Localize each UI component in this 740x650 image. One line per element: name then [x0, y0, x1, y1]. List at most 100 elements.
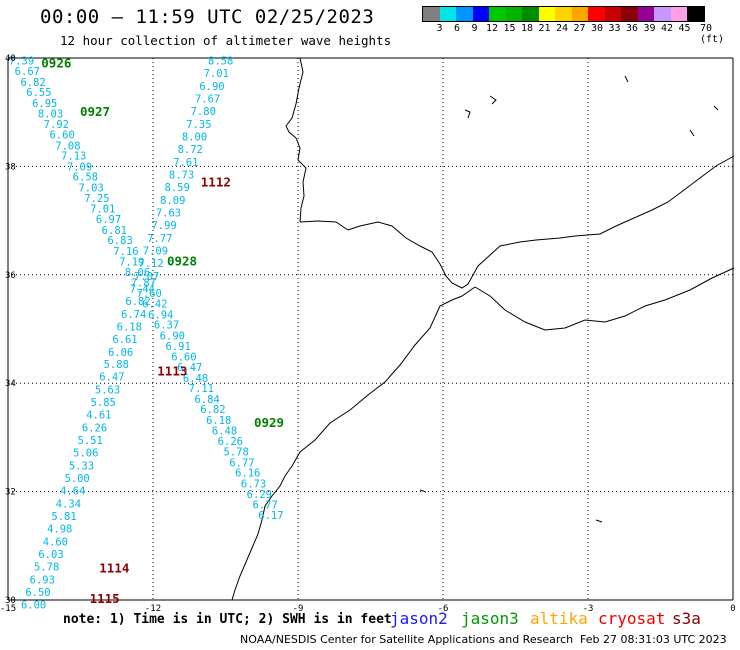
wave-height-value: 6.82 — [20, 77, 45, 89]
wave-height-value: 7.39 — [9, 56, 34, 68]
coastline-iberia-west — [285, 57, 307, 223]
satellite-cryosat: cryosat — [598, 609, 666, 628]
wave-height-value: 6.03 — [38, 549, 63, 561]
note-text: note: 1) Time is in UTC; 2) SWH is in fe… — [63, 612, 392, 627]
legend-swatch — [687, 7, 704, 21]
wave-height-value: 6.83 — [107, 235, 132, 247]
wave-height-value: 6.94 — [148, 309, 173, 321]
wave-height-value: 7.60 — [136, 288, 161, 300]
island-6 — [595, 519, 603, 523]
wave-height-value: 6.26 — [218, 436, 243, 448]
wave-height-value: 6.47 — [99, 372, 124, 384]
legend-label: 6 — [453, 23, 461, 34]
wave-height-value: 6.55 — [26, 87, 51, 99]
island-5 — [713, 105, 719, 111]
wave-height-value: 7.87 — [131, 277, 156, 289]
legend-swatch — [472, 7, 489, 21]
wave-height-value: 6.00 — [21, 599, 46, 611]
wave-height-value: 8.06 — [125, 267, 150, 279]
wave-height-value: 6.37 — [154, 320, 179, 332]
wave-height-value: 6.73 — [241, 478, 266, 490]
lat-tick-label: 38 — [5, 162, 16, 172]
wave-height-value: 8.09 — [160, 195, 185, 207]
wave-height-value: 7.35 — [186, 119, 211, 131]
legend-labels: 3 6 9 12 15 18 21 24 27 30 33 36 39 42 45 70 (ft) — [422, 22, 724, 45]
wave-height-value: 5.88 — [104, 359, 129, 371]
satellite-jason2: jason2 — [390, 609, 448, 628]
wave-height-value: 5.78 — [223, 446, 248, 458]
legend-swatch — [522, 7, 539, 21]
legend-label: 36 — [625, 23, 639, 34]
wave-height-value: 6.91 — [165, 341, 190, 353]
pass-time-label: 0929 — [254, 415, 284, 430]
lon-tick-label: -15 — [0, 604, 16, 614]
legend-swatch — [571, 7, 588, 21]
wave-height-value: 6.81 — [102, 225, 127, 237]
wave-height-value: 6.60 — [49, 129, 74, 141]
wave-height-value: 6.82 — [200, 404, 225, 416]
wave-height-value: 6.77 — [252, 500, 277, 512]
wave-height-value: 6.29 — [247, 489, 272, 501]
track-b-values: 8.587.016.907.677.807.358.008.727.618.73… — [21, 56, 233, 612]
wave-height-value: 7.61 — [173, 157, 198, 169]
track-a-values: 7.396.676.826.556.958.037.926.607.087.13… — [9, 56, 284, 522]
wave-height-value: 6.90 — [199, 81, 224, 93]
pass-time-label: 0926 — [41, 55, 71, 70]
wave-height-value: 6.77 — [229, 457, 254, 469]
page-subtitle: 12 hour collection of altimeter wave hei… — [60, 33, 392, 48]
footer-timestamp: Feb 27 08:31:03 UTC 2023 — [580, 633, 727, 646]
legend-label: 18 — [520, 23, 534, 34]
legend-label: 21 — [538, 23, 551, 34]
lat-tick-label: 30 — [5, 596, 16, 606]
wave-height-value: 8.72 — [178, 144, 203, 156]
wave-height-value: 6.60 — [171, 352, 196, 364]
wave-height-value: 4.98 — [47, 523, 72, 535]
wave-height-value: 7.19 — [119, 256, 144, 268]
satellite-s3a: s3a — [672, 609, 701, 628]
page-title: 00:00 – 11:59 UTC 02/25/2023 — [40, 6, 375, 28]
coastline-africa — [231, 286, 476, 601]
lon-tick-label: 0 — [730, 604, 735, 614]
graticule — [7, 57, 734, 601]
legend-label: 9 — [471, 23, 478, 34]
wave-height-value: 6.48 — [183, 373, 208, 385]
legend-label: 15 — [503, 23, 516, 34]
legend-label: 12 — [485, 23, 499, 34]
pass-time-label: 0928 — [167, 253, 197, 268]
wave-height-value: 7.08 — [55, 140, 80, 152]
wave-height-value: 5.78 — [34, 561, 59, 573]
wave-height-value: 7.01 — [90, 204, 115, 216]
coastline — [231, 57, 735, 601]
wave-height-value: 6.58 — [73, 172, 98, 184]
legend-swatch — [538, 7, 555, 21]
wave-height-value: 8.03 — [38, 108, 63, 120]
wave-height-value: 7.01 — [204, 68, 229, 80]
legend-color-scale — [422, 6, 705, 22]
wave-height-value: 8.59 — [165, 182, 190, 194]
wave-height-value: 6.47 — [177, 362, 202, 374]
coastline-africa-north — [474, 267, 735, 331]
legend-swatch — [439, 7, 456, 21]
lat-tick-label: 34 — [5, 379, 16, 389]
wave-height-value: 5.81 — [51, 511, 76, 523]
wave-height-value: 7.80 — [191, 106, 216, 118]
wave-height-value: 7.99 — [151, 220, 176, 232]
legend-swatch — [555, 7, 572, 21]
wave-height-value: 5.63 — [95, 385, 120, 397]
wave-height-value: 5.06 — [73, 448, 98, 460]
wave-height-value: 6.06 — [108, 347, 133, 359]
legend-label: 70 (ft) — [699, 23, 725, 45]
wave-height-value: 5.85 — [91, 397, 116, 409]
legend-label: 3 — [436, 23, 443, 34]
legend-swatch — [456, 7, 473, 21]
wave-height-value: 4.61 — [86, 410, 111, 422]
wave-height-value: 6.95 — [32, 98, 57, 110]
wave-height-value: 7.09 — [143, 245, 168, 257]
wave-height-value: 7.25 — [84, 193, 109, 205]
wave-height-value: 6.42 — [142, 299, 167, 311]
wave-height-value: 6.97 — [96, 214, 121, 226]
island-1 — [464, 109, 471, 119]
wave-height-value: 6.90 — [160, 331, 185, 343]
legend-label: 30 — [590, 23, 604, 34]
